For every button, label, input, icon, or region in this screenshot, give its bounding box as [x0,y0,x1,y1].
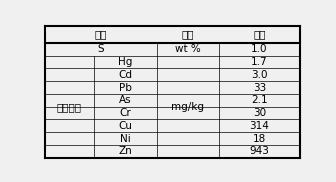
Text: 30: 30 [253,108,266,118]
Text: 1.7: 1.7 [251,57,268,67]
Text: Zn: Zn [119,146,132,156]
Text: wt %: wt % [175,44,201,54]
Text: 구분: 구분 [94,29,107,39]
Text: 3.0: 3.0 [251,70,268,80]
Text: Cr: Cr [120,108,131,118]
Text: 단위: 단위 [181,29,194,39]
Text: 18: 18 [253,134,266,144]
Text: Ni: Ni [120,134,131,144]
Text: 1.0: 1.0 [251,44,268,54]
Text: 2.1: 2.1 [251,95,268,105]
Text: 금속성분: 금속성분 [57,102,82,112]
Text: Pb: Pb [119,83,132,93]
Text: mg/kg: mg/kg [171,102,204,112]
Text: 314: 314 [250,121,269,131]
Text: Hg: Hg [118,57,132,67]
Text: As: As [119,95,132,105]
Text: Cu: Cu [118,121,132,131]
Text: 943: 943 [250,146,269,156]
Text: 33: 33 [253,83,266,93]
Text: Cd: Cd [118,70,132,80]
Text: 함량: 함량 [253,29,266,39]
Text: S: S [97,44,104,54]
